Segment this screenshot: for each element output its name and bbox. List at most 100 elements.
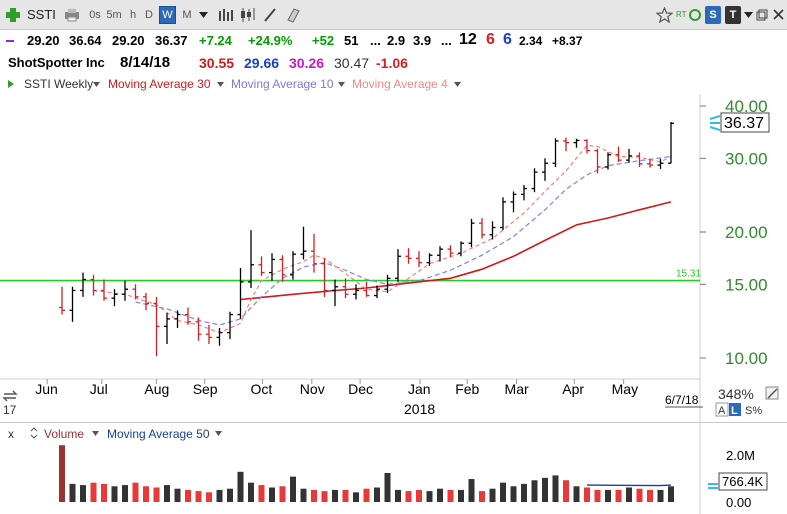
ohlc-bar[interactable] [174, 310, 181, 328]
ohlc-bar[interactable] [542, 158, 548, 181]
ohlc-bar[interactable] [227, 311, 233, 340]
ohlc-bar[interactable] [458, 241, 464, 257]
volume-bar[interactable] [311, 489, 317, 502]
legend-ma10-dropdown-icon[interactable] [338, 82, 345, 87]
ohlc-bar[interactable] [248, 230, 254, 288]
volume-bar[interactable] [216, 489, 223, 502]
volume-bar[interactable] [111, 486, 118, 502]
ohlc-bar[interactable] [605, 152, 611, 170]
ohlc-bar[interactable] [237, 268, 244, 319]
edit-pencil-icon[interactable] [765, 386, 779, 400]
ohlc-bar[interactable] [332, 279, 338, 307]
volume-bar[interactable] [500, 482, 506, 502]
ohlc-bar[interactable] [437, 246, 443, 262]
ohlc-bar[interactable] [647, 158, 653, 168]
ohlc-bar[interactable] [153, 296, 160, 357]
volume-chart[interactable]: x Volume Moving Average 50 2.0M 766.4K 0… [0, 422, 787, 514]
volume-ma-dropdown-icon[interactable] [215, 431, 222, 436]
legend-ma30-dropdown-icon[interactable] [217, 82, 224, 87]
ohlc-bar[interactable] [111, 289, 118, 307]
realtime-label[interactable]: RT [676, 10, 687, 19]
restore-window-icon[interactable] [756, 9, 768, 21]
percent-label[interactable]: 348% [718, 386, 754, 402]
ohlc-bar[interactable] [657, 158, 664, 169]
draw-tool-icon[interactable] [263, 7, 277, 23]
volume-bar[interactable] [374, 487, 380, 503]
ohlc-bar[interactable] [479, 218, 485, 239]
ohlc-bar[interactable] [636, 152, 643, 167]
price-chart[interactable]: 15.31 40.00 30.00 20.00 15.00 10.00 Jun Jul Au… [0, 94, 787, 422]
legend-ma10[interactable]: Moving Average 10 [231, 77, 334, 91]
symbol-label[interactable]: SSTI [27, 7, 56, 22]
period-5m[interactable]: 5m [106, 9, 122, 21]
legend-series[interactable]: SSTI Weekly [24, 77, 94, 91]
volume-bar[interactable] [300, 488, 307, 502]
volume-bar[interactable] [279, 486, 286, 502]
ohlc-bar[interactable] [59, 286, 65, 315]
volume-bar[interactable] [521, 483, 527, 502]
volume-bar[interactable] [332, 489, 338, 502]
volume-bar[interactable] [416, 489, 422, 502]
volume-bar[interactable] [447, 489, 454, 502]
volume-bar[interactable] [143, 486, 149, 502]
favorite-star-icon[interactable] [656, 7, 673, 23]
period-0s[interactable]: 0s [89, 9, 101, 21]
ohlc-bar[interactable] [69, 286, 76, 322]
ohlc-bar[interactable] [405, 248, 412, 264]
volume-close-button[interactable]: x [8, 427, 14, 441]
refresh-icon[interactable] [688, 8, 702, 22]
volume-bar[interactable] [573, 486, 580, 502]
volume-bar[interactable] [101, 483, 107, 502]
volume-bar[interactable] [384, 473, 391, 502]
volume-bar[interactable] [605, 489, 611, 502]
volume-bar[interactable] [69, 483, 76, 502]
bar-chart-icon[interactable] [218, 8, 234, 22]
print-icon[interactable] [64, 8, 80, 22]
ohlc-bar[interactable] [447, 245, 454, 258]
volume-bar[interactable] [269, 487, 275, 503]
volume-bar[interactable] [615, 489, 622, 502]
ohlc-bar[interactable] [290, 251, 296, 280]
close-window-icon[interactable] [773, 9, 784, 20]
volume-bar[interactable] [258, 485, 265, 502]
dropdown-arrow-icon[interactable] [199, 12, 208, 18]
note-icon[interactable] [285, 7, 301, 23]
ohlc-bar[interactable] [395, 249, 401, 282]
period-d[interactable]: D [145, 9, 153, 21]
volume-reorder-icon[interactable] [30, 427, 38, 439]
legend-series-dropdown-icon[interactable] [93, 82, 100, 87]
volume-bar[interactable] [90, 482, 97, 502]
volume-bar[interactable] [468, 479, 475, 502]
ohlc-bar[interactable] [668, 121, 674, 164]
volume-bar[interactable] [510, 486, 517, 502]
volume-bar[interactable] [321, 491, 328, 502]
volume-bar[interactable] [626, 487, 632, 503]
volume-bar[interactable] [237, 471, 244, 502]
ohlc-bar[interactable] [626, 148, 632, 163]
ohlc-bar[interactable] [258, 256, 265, 277]
ohlc-bar[interactable] [269, 253, 275, 281]
volume-bar[interactable] [657, 489, 664, 502]
scale-button-a[interactable] [715, 402, 729, 417]
add-symbol-icon[interactable] [5, 7, 21, 23]
ohlc-bar[interactable] [279, 255, 286, 282]
ohlc-bar[interactable] [521, 185, 527, 201]
ohlc-bar[interactable] [206, 324, 212, 345]
volume-bar[interactable] [479, 491, 485, 502]
volume-bar[interactable] [395, 489, 401, 502]
legend-ma4-dropdown-icon[interactable] [454, 82, 461, 87]
volume-bar[interactable] [195, 491, 202, 502]
ohlc-bar[interactable] [321, 258, 328, 297]
ohlc-bar[interactable] [563, 137, 569, 152]
period-h[interactable]: h [129, 9, 137, 21]
scale-button-l[interactable] [729, 403, 741, 416]
volume-bar[interactable] [122, 485, 128, 502]
volume-bar[interactable] [153, 487, 160, 503]
ohlc-bar[interactable] [80, 272, 86, 297]
ohlc-bar[interactable] [416, 251, 422, 267]
ohlc-bar[interactable] [132, 284, 139, 300]
t-badge[interactable]: T [725, 6, 741, 24]
volume-bar[interactable] [437, 488, 443, 502]
ohlc-bar[interactable] [164, 313, 170, 345]
ohlc-bar[interactable] [584, 139, 590, 154]
